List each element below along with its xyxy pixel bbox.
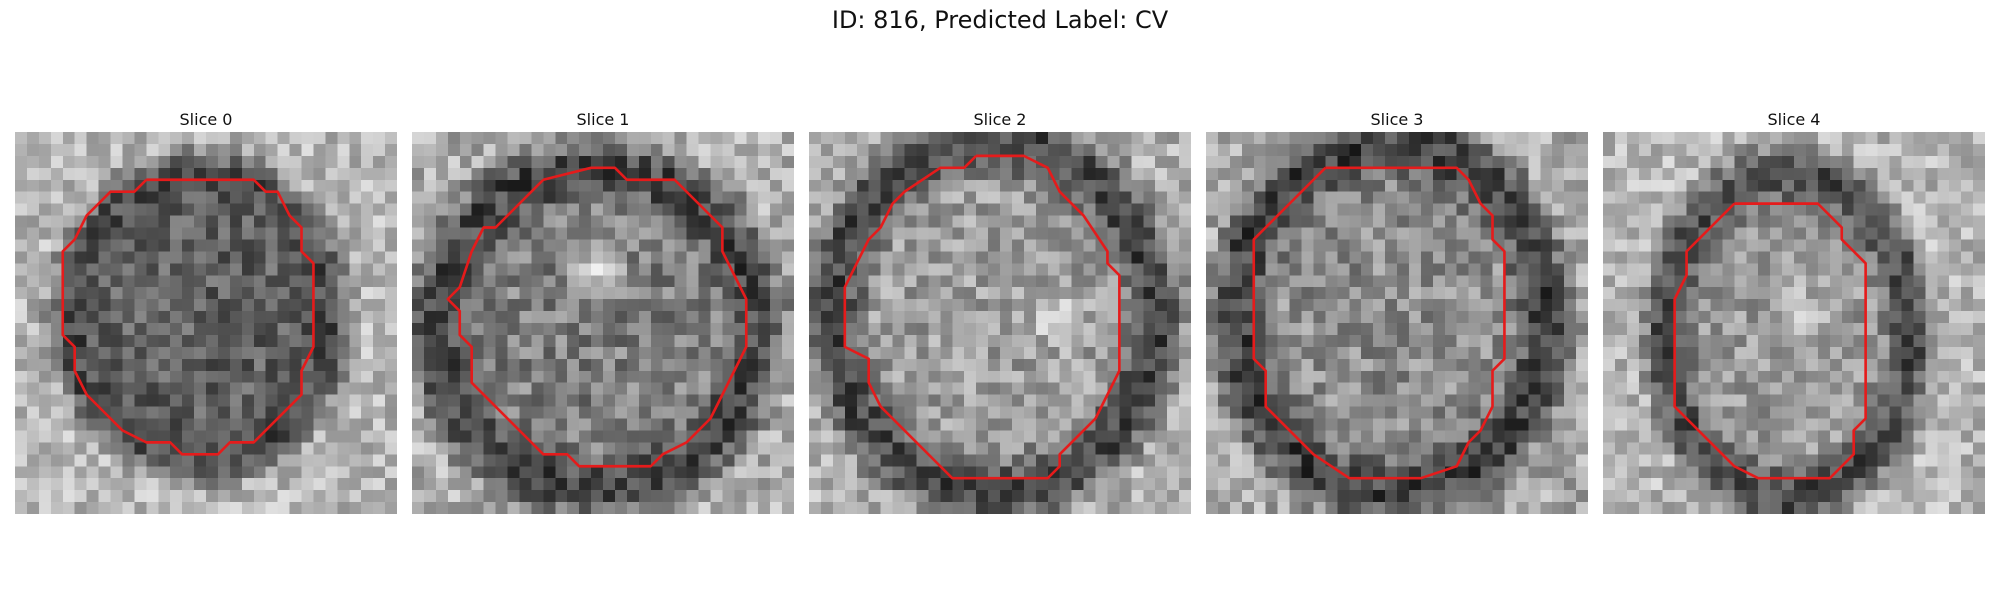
slice-panel-2: Slice 2: [809, 108, 1191, 514]
slice-image-2: [809, 132, 1191, 514]
slice-image-4: [1603, 132, 1985, 514]
slice-panel-4: Slice 4: [1603, 108, 1985, 514]
figure-title: ID: 816, Predicted Label: CV: [831, 6, 1169, 34]
slice-title: Slice 0: [179, 110, 233, 129]
slice-image-0: [15, 132, 397, 514]
slice-panel-0: Slice 0: [15, 108, 397, 514]
slice-panel-3: Slice 3: [1206, 108, 1588, 514]
segmentation-contour: [61, 178, 315, 456]
segmentation-contour: [843, 154, 1121, 480]
slice-title: Slice 2: [973, 110, 1027, 129]
slice-image-1: [412, 132, 794, 514]
slice-image-3: [1206, 132, 1588, 514]
slice-panel-1: Slice 1: [412, 108, 794, 514]
slice-title: Slice 4: [1767, 110, 1821, 129]
segmentation-contour: [1673, 202, 1867, 480]
slice-title: Slice 1: [576, 110, 630, 129]
slice-title: Slice 3: [1370, 110, 1424, 129]
segmentation-contour: [1252, 166, 1506, 480]
segmentation-contour: [446, 166, 748, 468]
